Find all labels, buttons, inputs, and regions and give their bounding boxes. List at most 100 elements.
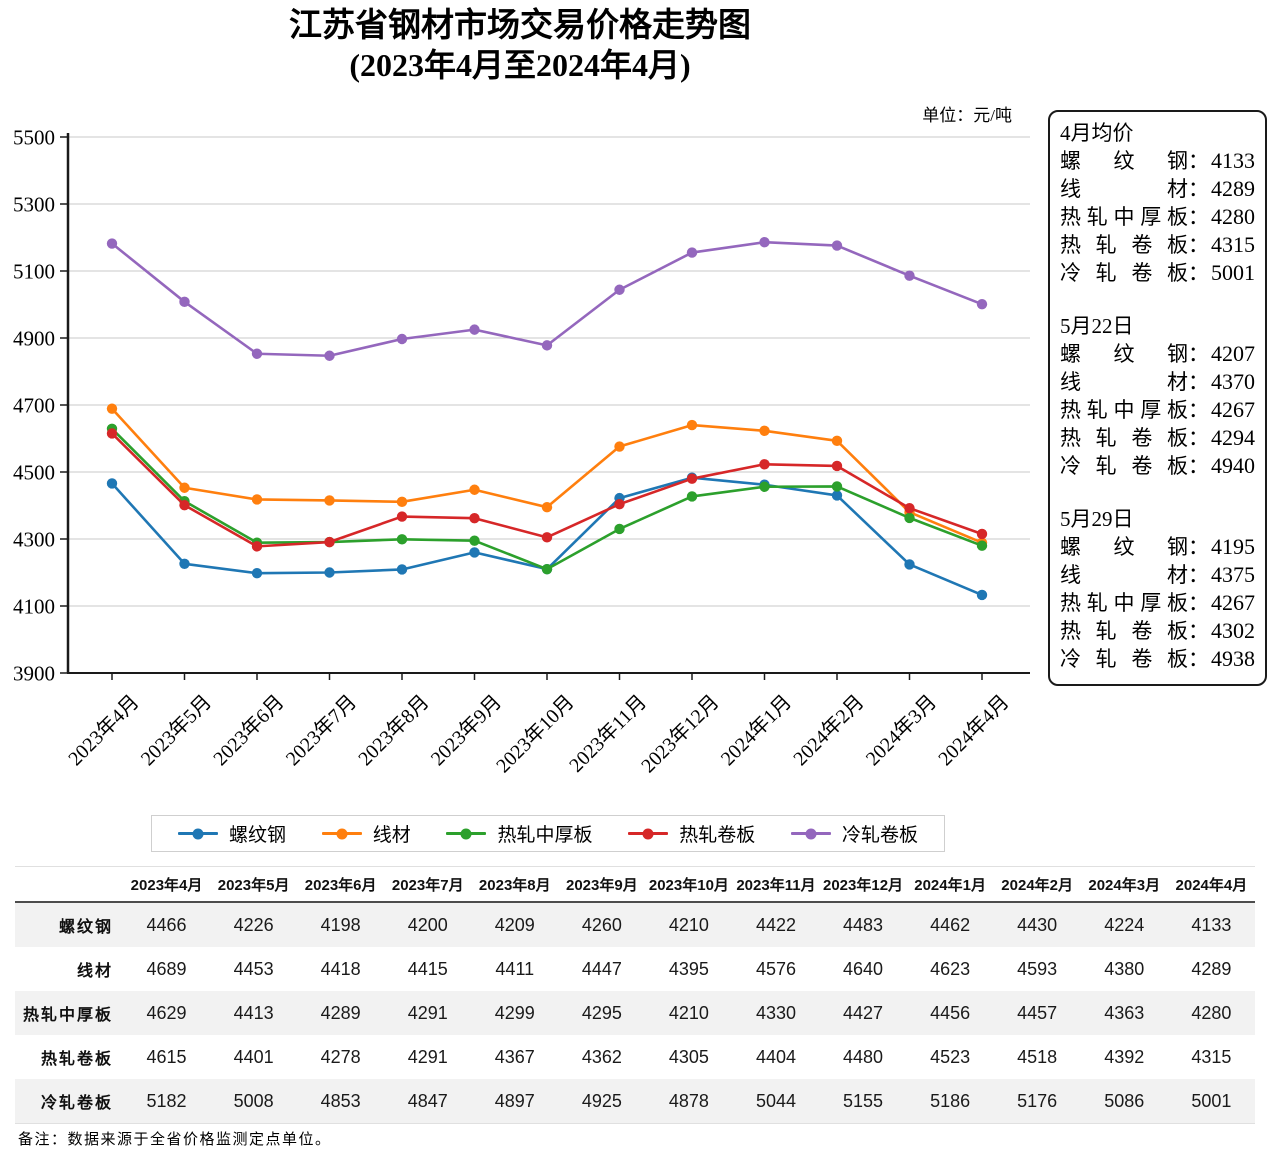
x-tick-label: 2023年12月	[637, 690, 724, 777]
panel-row-value: 4315	[1211, 232, 1255, 257]
table-cell: 4226	[233, 914, 274, 935]
table-cell: 4295	[581, 1002, 622, 1023]
panel-row-value: 4267	[1211, 397, 1255, 422]
table-cell: 5008	[233, 1090, 274, 1111]
table-cell: 4878	[668, 1090, 709, 1111]
table-cell: 4897	[494, 1090, 535, 1111]
data-point	[831, 460, 843, 472]
y-tick-label: 4500	[13, 461, 55, 485]
panel-row-label: 热轧中厚板	[1060, 591, 1188, 615]
data-point	[831, 435, 843, 447]
data-point	[396, 511, 408, 522]
table-cell: 5182	[146, 1090, 187, 1111]
table-header-cell: 2023年4月	[123, 866, 211, 903]
y-tick-label: 5500	[13, 126, 55, 150]
panel-row-colon: ：	[1188, 233, 1209, 257]
data-point	[106, 403, 118, 414]
y-tick-label: 4700	[13, 394, 55, 418]
data-point	[614, 523, 625, 535]
data-point	[179, 296, 190, 308]
x-tick-label: 2023年4月	[64, 690, 144, 770]
y-tick-label: 5300	[13, 193, 55, 217]
panel-row-value: 4280	[1211, 204, 1255, 229]
table-cell: 4198	[320, 914, 361, 935]
chart-title: 江苏省钢材市场交易价格走势图 (2023年4月至2024年4月)	[0, 6, 1040, 85]
data-point	[396, 534, 408, 545]
data-point	[976, 528, 988, 540]
table-header-cell: 2024年2月	[993, 866, 1081, 903]
x-tick-label: 2023年5月	[136, 690, 216, 770]
table-cell: 5086	[1104, 1090, 1145, 1111]
x-tick-label: 2024年4月	[934, 690, 1014, 770]
data-point	[686, 247, 698, 258]
panel-section: 5月22日 螺纹钢： 4207 线材： 4370 热轧中厚板： 4267 热轧卷板： 4294 冷…	[1060, 312, 1255, 480]
panel-row: 螺纹钢： 4133	[1060, 147, 1255, 175]
table-cell: 4615	[146, 1046, 187, 1067]
panel-row-colon: ：	[1188, 647, 1209, 671]
panel-row: 冷轧卷板： 4938	[1060, 645, 1255, 673]
table-cell: 4305	[668, 1046, 709, 1067]
panel-row-value: 5001	[1211, 260, 1255, 285]
table-cell: 4210	[668, 1002, 709, 1023]
data-point	[759, 425, 770, 436]
legend-marker-icon	[628, 832, 669, 835]
panel-row: 热轧中厚板： 4280	[1060, 203, 1255, 231]
table-cell: 4415	[407, 958, 448, 979]
series-line	[110, 427, 984, 571]
table-cell: 4133	[1191, 914, 1232, 935]
table-header-cell: 2024年1月	[906, 866, 994, 903]
panel-row-colon: ：	[1188, 454, 1209, 478]
row-label-cell: 线材	[76, 963, 113, 980]
panel-row: 冷轧卷板： 4940	[1060, 452, 1255, 480]
table-cell: 4427	[843, 1002, 884, 1023]
data-point	[614, 284, 625, 295]
table-cell: 4480	[843, 1046, 884, 1067]
table-header-cell: 2023年11月	[732, 866, 820, 903]
legend-label: 冷轧卷板	[841, 825, 918, 846]
data-point	[686, 473, 698, 484]
panel-row-label: 热轧中厚板	[1060, 398, 1188, 422]
panel-row-value: 4375	[1211, 562, 1255, 587]
unit-label: 单位：元/吨	[922, 106, 1012, 125]
table-row: 热轧中厚板 4629 4413 4289 4291 4299 4295 4210 4330 442…	[15, 991, 1255, 1035]
table-cell: 4200	[407, 914, 448, 935]
table-cell: 4576	[755, 958, 796, 979]
table-header-cell: 2023年5月	[210, 866, 298, 903]
table-cell: 4363	[1104, 1002, 1145, 1023]
panel-row: 螺纹钢： 4195	[1060, 533, 1255, 561]
x-tick-label: 2023年8月	[354, 690, 434, 770]
y-tick-label: 4900	[13, 327, 55, 351]
table-cell: 4291	[407, 1002, 448, 1023]
table-cell: 5044	[755, 1090, 796, 1111]
data-point	[469, 547, 480, 558]
table-header-cell: 2023年9月	[558, 866, 646, 903]
table-cell: 4623	[930, 958, 971, 979]
table-header: 2023年4月 2023年5月 2023年6月 2023年7月 2023年8月 2023年…	[15, 866, 1255, 903]
data-point	[976, 298, 988, 310]
data-point	[541, 501, 553, 513]
table-cell: 5176	[1017, 1090, 1058, 1111]
panel-row-colon: ：	[1188, 535, 1209, 559]
legend-item: 热轧卷板	[628, 820, 755, 847]
table-cell: 5186	[930, 1090, 971, 1111]
panel-row-label: 螺纹钢	[1060, 149, 1188, 173]
table-cell: 4593	[1017, 958, 1058, 979]
table-cell: 4392	[1104, 1046, 1145, 1067]
data-point	[686, 419, 698, 431]
panel-row: 螺纹钢： 4207	[1060, 340, 1255, 368]
legend-item: 冷轧卷板	[790, 820, 918, 847]
legend-label: 螺纹钢	[229, 825, 287, 846]
data-point	[541, 563, 553, 575]
data-point	[541, 532, 553, 543]
table-row: 螺纹钢 4466 4226 4198 4200 4209 4260 4210 4422 4483 4…	[15, 902, 1255, 947]
table-cell: 4453	[233, 958, 274, 979]
y-tick-label: 4300	[13, 528, 55, 552]
data-point	[614, 498, 625, 510]
panel-row-label: 热轧卷板	[1060, 426, 1188, 450]
data-point	[831, 240, 843, 251]
data-point	[396, 333, 408, 345]
panel-row-colon: ：	[1188, 563, 1209, 587]
table-cell: 4315	[1191, 1046, 1232, 1067]
y-tick-label: 5100	[13, 260, 55, 284]
